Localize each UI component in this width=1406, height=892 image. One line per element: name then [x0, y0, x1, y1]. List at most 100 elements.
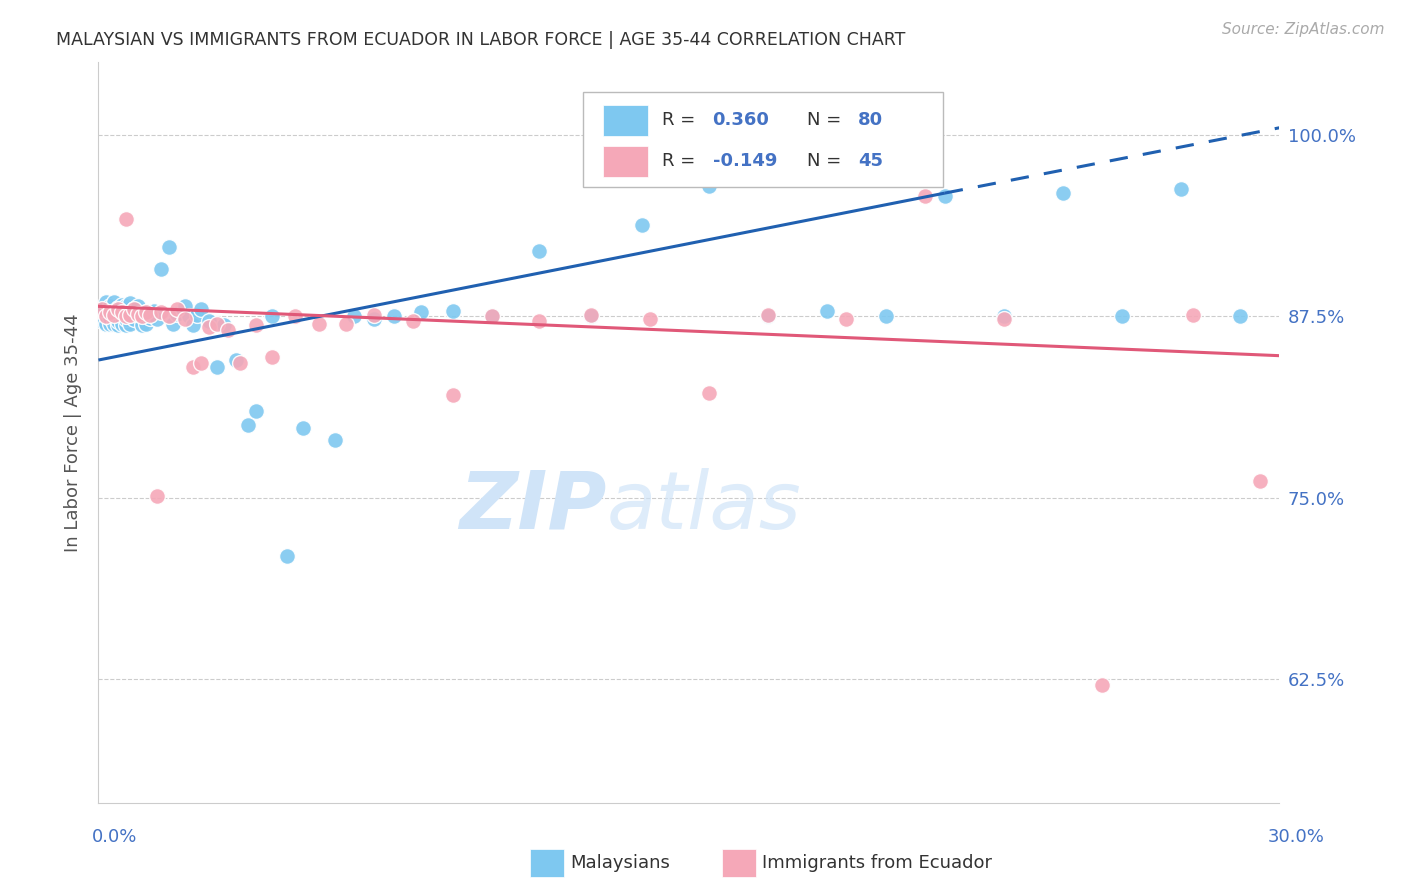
- Point: [107, 318, 129, 333]
- Point: [115, 310, 138, 324]
- Point: [98, 305, 121, 319]
- Point: [91, 302, 114, 317]
- Text: 45: 45: [858, 153, 883, 170]
- Text: R =: R =: [662, 153, 700, 170]
- Point: [107, 314, 129, 328]
- Point: [579, 308, 602, 322]
- Point: [115, 299, 138, 313]
- Point: [993, 312, 1015, 326]
- Point: [111, 298, 134, 312]
- Point: [481, 310, 503, 324]
- Point: [98, 310, 121, 325]
- Text: 0.360: 0.360: [713, 112, 769, 129]
- Text: 0.0%: 0.0%: [91, 828, 136, 846]
- Point: [103, 317, 125, 331]
- Point: [402, 314, 425, 328]
- Point: [1111, 310, 1133, 324]
- Point: [107, 307, 129, 321]
- Point: [177, 310, 200, 324]
- Point: [146, 312, 169, 326]
- Point: [118, 308, 141, 322]
- Point: [529, 244, 551, 259]
- Point: [174, 299, 197, 313]
- Text: Immigrants from Ecuador: Immigrants from Ecuador: [762, 854, 991, 872]
- Point: [91, 302, 114, 317]
- Text: atlas: atlas: [606, 467, 801, 546]
- Point: [214, 318, 236, 333]
- Point: [756, 310, 779, 324]
- Point: [138, 308, 160, 322]
- Point: [174, 312, 197, 326]
- Point: [197, 314, 219, 328]
- Point: [138, 310, 160, 325]
- Point: [103, 308, 125, 322]
- Point: [115, 312, 138, 326]
- Point: [197, 319, 219, 334]
- Point: [284, 310, 307, 324]
- Point: [107, 301, 129, 315]
- Point: [131, 310, 153, 324]
- Point: [107, 302, 129, 317]
- Point: [122, 302, 145, 317]
- Point: [98, 305, 121, 319]
- Point: [308, 317, 330, 331]
- Point: [481, 310, 503, 324]
- FancyBboxPatch shape: [582, 92, 943, 186]
- Text: N =: N =: [807, 112, 846, 129]
- Point: [292, 421, 315, 435]
- Point: [260, 310, 283, 324]
- Point: [96, 317, 118, 331]
- Point: [205, 317, 228, 331]
- Point: [638, 312, 661, 326]
- Text: ZIP: ZIP: [458, 467, 606, 546]
- Text: -0.149: -0.149: [713, 153, 778, 170]
- Point: [127, 307, 149, 321]
- Point: [411, 305, 433, 319]
- Point: [107, 310, 129, 324]
- FancyBboxPatch shape: [530, 849, 564, 877]
- Point: [363, 308, 385, 322]
- Text: 30.0%: 30.0%: [1268, 828, 1324, 846]
- Point: [115, 310, 138, 324]
- Point: [166, 302, 188, 317]
- Point: [96, 310, 118, 324]
- Point: [245, 404, 267, 418]
- Point: [1170, 182, 1192, 196]
- Point: [135, 305, 157, 319]
- Point: [335, 317, 357, 331]
- Point: [135, 317, 157, 331]
- Point: [115, 212, 138, 227]
- Point: [186, 308, 208, 322]
- Point: [579, 310, 602, 324]
- Point: [1091, 678, 1114, 692]
- Point: [225, 353, 247, 368]
- Point: [441, 388, 464, 402]
- Point: [157, 310, 180, 324]
- Point: [122, 302, 145, 317]
- Point: [1181, 308, 1204, 322]
- FancyBboxPatch shape: [721, 849, 755, 877]
- Point: [127, 308, 149, 322]
- FancyBboxPatch shape: [603, 104, 648, 136]
- Point: [323, 433, 346, 447]
- Point: [441, 303, 464, 318]
- Point: [529, 314, 551, 328]
- Point: [1229, 310, 1251, 324]
- Point: [131, 310, 153, 324]
- Point: [229, 356, 252, 370]
- Point: [122, 312, 145, 326]
- Point: [205, 360, 228, 375]
- Point: [91, 314, 114, 328]
- Point: [914, 189, 936, 203]
- Point: [166, 307, 188, 321]
- Point: [697, 386, 720, 401]
- Point: [103, 312, 125, 326]
- Point: [276, 549, 298, 563]
- Point: [630, 218, 652, 232]
- Point: [146, 490, 169, 504]
- Point: [181, 318, 204, 333]
- Point: [103, 303, 125, 318]
- Point: [118, 296, 141, 310]
- Point: [135, 305, 157, 319]
- Text: R =: R =: [662, 112, 700, 129]
